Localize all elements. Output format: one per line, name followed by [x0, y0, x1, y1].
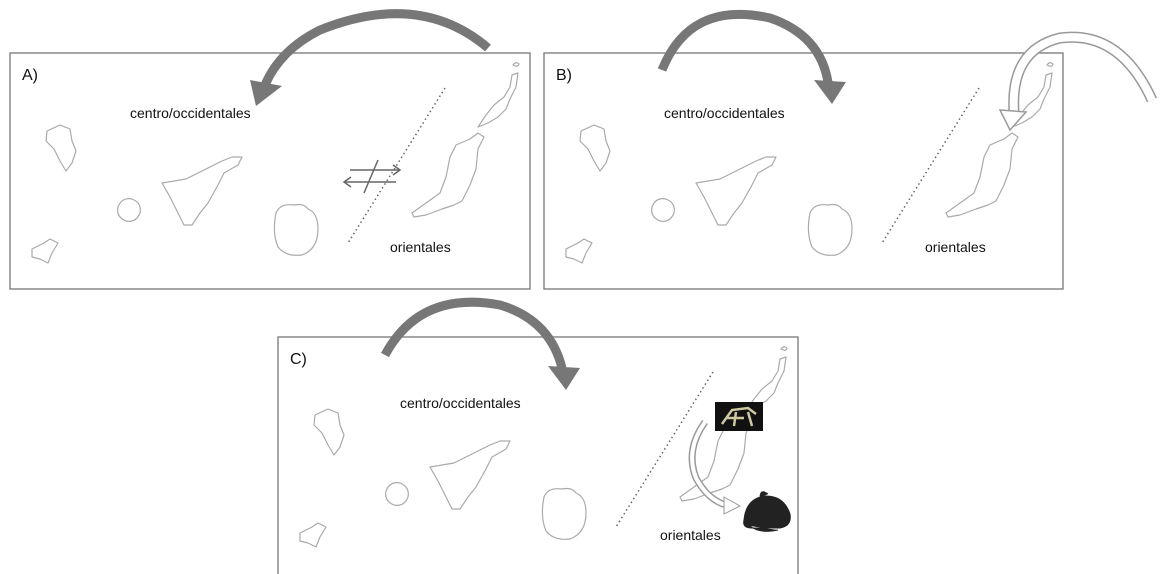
diagram: A) centro/occidentales orientales B) cen… — [0, 0, 1161, 574]
east-label: orientales — [925, 239, 986, 255]
west-label: centro/occidentales — [664, 105, 785, 121]
fossil-image — [715, 402, 763, 431]
west-label: centro/occidentales — [400, 395, 521, 411]
panel-b: B) centro/occidentales orientales — [544, 14, 1152, 289]
panel-label: B) — [556, 67, 572, 84]
east-label: orientales — [390, 239, 451, 255]
west-label: centro/occidentales — [130, 105, 251, 121]
panel-label: A) — [22, 67, 38, 84]
east-label: orientales — [660, 527, 721, 543]
panel-a: A) centro/occidentales orientales — [10, 14, 530, 289]
panel-label: C) — [290, 351, 307, 368]
panel-c: C) centro/occidentales orientales — [278, 302, 798, 574]
page: A) centro/occidentales orientales B) cen… — [0, 0, 1161, 574]
